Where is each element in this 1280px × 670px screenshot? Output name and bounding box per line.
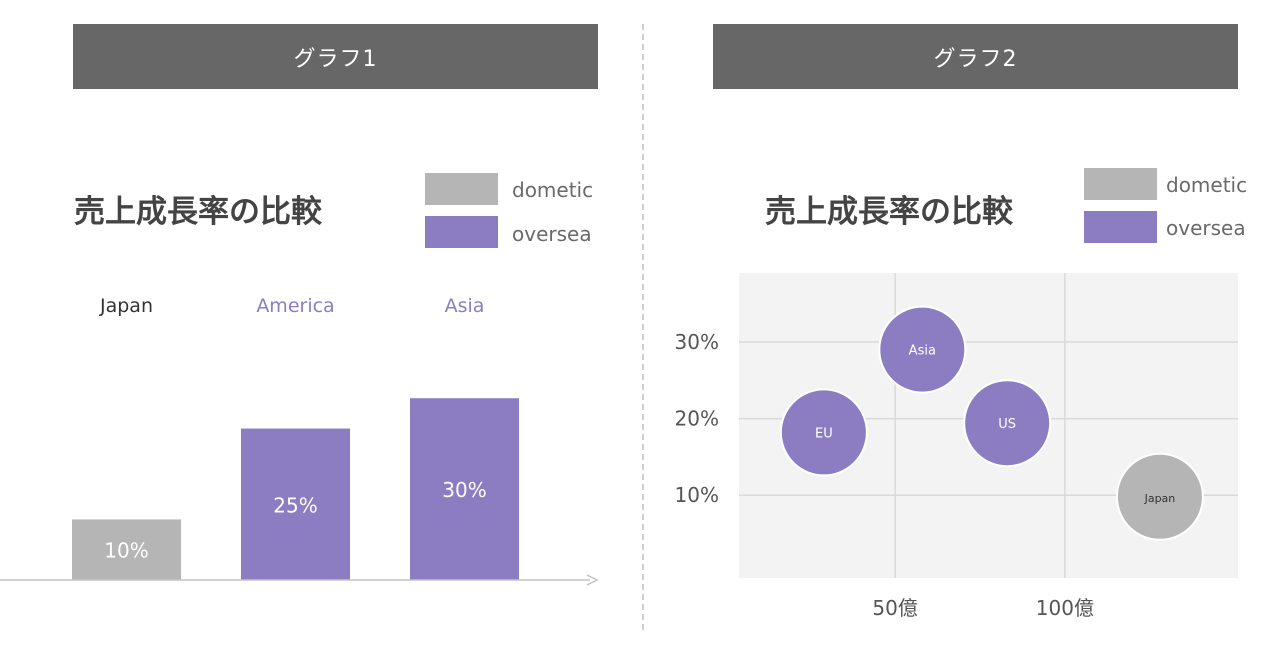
bubble-label-japan: Japan [1144, 492, 1176, 505]
y-tick-label: 20% [675, 407, 719, 431]
y-tick-label: 30% [675, 330, 719, 354]
bar-japan [72, 519, 181, 580]
category-label-japan: Japan [99, 295, 153, 317]
chart-1-legend-label-domestic: dometic [512, 178, 594, 202]
panel-divider [642, 24, 644, 630]
bubble-us [963, 379, 1052, 468]
chart-2-legend-label-oversea: oversea [1166, 216, 1246, 240]
bubble-label-us: US [998, 417, 1016, 432]
bar-value-label-japan: 10% [104, 539, 148, 563]
chart-1-title: 売上成長率の比較 [74, 194, 322, 230]
bar-value-label-asia: 30% [442, 478, 486, 502]
x-tick-label: 100億 [1036, 596, 1094, 620]
bubble-eu [779, 388, 868, 477]
chart-2-title: 売上成長率の比較 [765, 194, 1013, 230]
bubble-label-eu: EU [815, 426, 833, 441]
chart-2-header: グラフ2 [713, 24, 1238, 89]
bubble-japan [1115, 452, 1204, 541]
category-label-asia: Asia [445, 295, 485, 317]
chart-2-legend-label-domestic: dometic [1166, 173, 1248, 197]
bar-asia [410, 398, 519, 580]
category-label-america: America [256, 295, 334, 317]
chart-1-header: グラフ1 [73, 24, 598, 89]
chart-1-legend-swatch-oversea [425, 216, 498, 248]
bar-america [241, 428, 350, 580]
chart-1-legend-label-oversea: oversea [512, 222, 592, 246]
bubble-asia [878, 305, 967, 394]
y-tick-label: 10% [675, 483, 719, 507]
bubble-label-asia: Asia [909, 344, 936, 359]
x-axis-arrow [586, 574, 599, 586]
chart-1-legend-swatch-domestic [425, 173, 498, 205]
x-tick-label: 50億 [872, 596, 917, 620]
chart-2-legend-swatch-oversea [1084, 211, 1157, 243]
chart-2-legend-swatch-domestic [1084, 168, 1157, 200]
bar-value-label-america: 25% [273, 493, 317, 517]
